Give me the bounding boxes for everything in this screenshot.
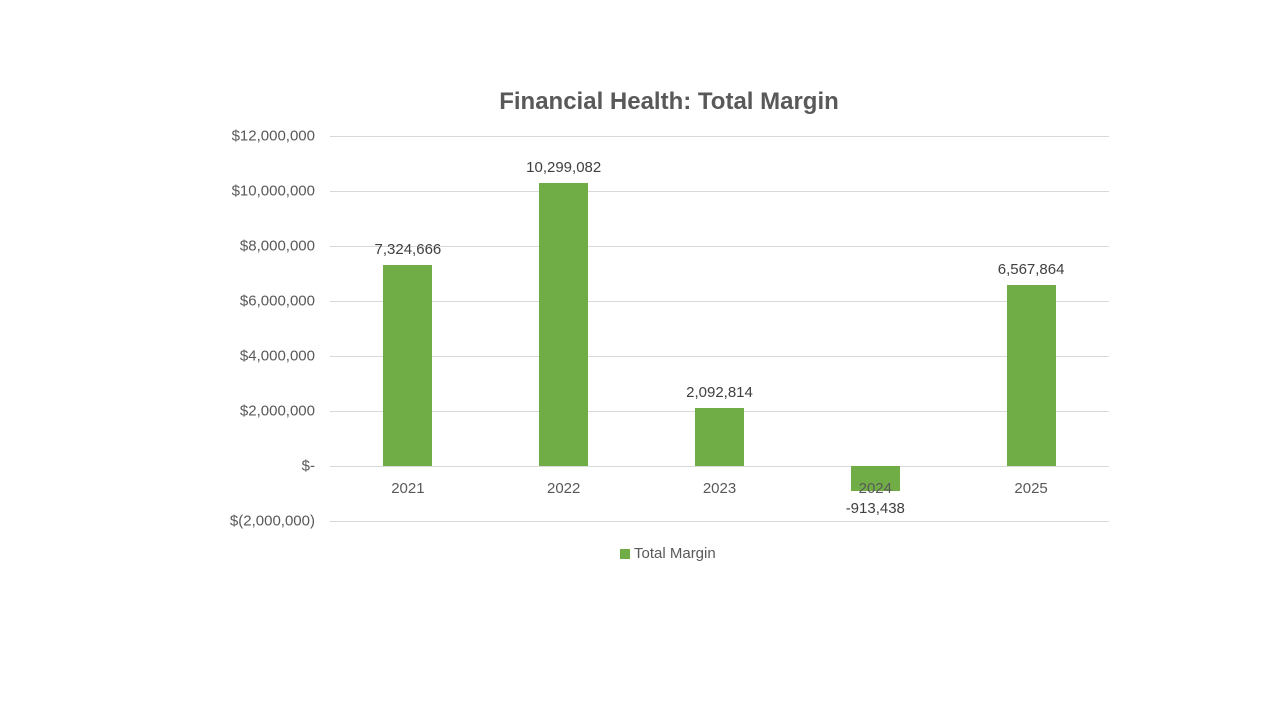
data-label: 2,092,814 — [686, 384, 753, 402]
gridline — [330, 136, 1109, 137]
legend: Total Margin — [620, 545, 716, 562]
x-tick-label: 2023 — [702, 480, 737, 497]
plot-area: 7,324,666 2021 10,299,082 2022 2,092,814 2023… — [330, 136, 1109, 522]
y-tick-label: $- — [301, 457, 315, 475]
x-tick-label: 2022 — [547, 480, 581, 497]
chart-title: Financial Health: Total Margin — [499, 88, 839, 115]
gridline — [330, 191, 1109, 192]
legend-label: Total Margin — [634, 545, 716, 562]
data-label: -913,438 — [845, 500, 905, 518]
gridline — [330, 521, 1109, 522]
gridline — [330, 301, 1109, 302]
x-tick-label: 2025 — [1014, 480, 1048, 497]
y-tick-label: $12,000,000 — [231, 127, 315, 145]
bar-2023[interactable] — [695, 408, 744, 466]
data-label: 10,299,082 — [526, 158, 602, 176]
x-tick-label: 2021 — [391, 480, 425, 497]
bar-2022[interactable] — [539, 182, 589, 466]
y-tick-label: $(2,000,000) — [229, 512, 315, 530]
data-label: 6,567,864 — [997, 261, 1065, 279]
bar-2024[interactable] — [850, 466, 900, 492]
y-tick-label: $2,000,000 — [239, 402, 315, 420]
data-label: 7,324,666 — [374, 240, 442, 258]
gridline — [330, 466, 1109, 467]
bar-2025[interactable] — [1006, 285, 1056, 466]
y-tick-label: $6,000,000 — [239, 292, 315, 310]
x-tick-label: 2024 — [858, 480, 892, 497]
gridline — [330, 246, 1109, 247]
y-tick-label: $4,000,000 — [239, 347, 315, 365]
y-tick-label: $8,000,000 — [239, 237, 315, 255]
bar-2021[interactable] — [383, 264, 433, 466]
legend-swatch-icon — [620, 548, 630, 559]
y-tick-label: $10,000,000 — [231, 182, 315, 200]
gridline — [330, 356, 1109, 357]
